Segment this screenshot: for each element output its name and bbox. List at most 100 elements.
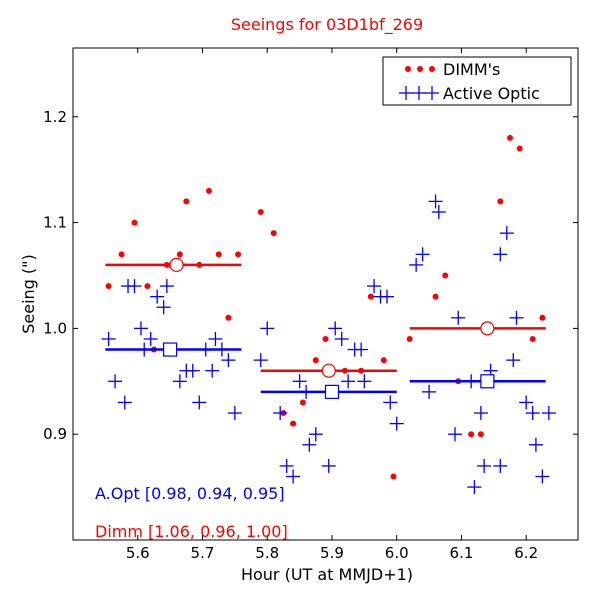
dimm-point-29 <box>468 431 475 438</box>
x-tick-label: 5.9 <box>320 544 344 562</box>
x-tick-label: 6.0 <box>385 544 409 562</box>
aopt-point-61 <box>528 437 543 452</box>
aopt-point-22 <box>260 321 275 336</box>
aopt-point-16 <box>205 363 220 378</box>
aopt-point-10 <box>159 279 174 294</box>
dimm-point-32 <box>507 134 514 141</box>
aopt-point-2 <box>117 395 132 410</box>
aopt-point-7 <box>143 331 158 346</box>
dimm-point-31 <box>497 198 504 205</box>
dimm-point-34 <box>529 335 536 342</box>
legend-dimm-dot-2 <box>429 66 435 72</box>
dimm-point-16 <box>290 420 297 427</box>
aopt-mean-marker-4 <box>324 384 340 399</box>
aopt-point-48 <box>451 310 466 325</box>
dimm-point-27 <box>442 272 449 279</box>
aopt-point-42 <box>409 257 424 272</box>
dimm-annotation: Dimm [1.06, 0.96, 1.00] <box>95 522 288 541</box>
legend-dimm-dot-1 <box>417 66 423 72</box>
dimm-point-0 <box>105 283 112 290</box>
legend-label-dimm: DIMM's <box>443 60 500 79</box>
dimm-point-24 <box>390 473 397 480</box>
dimm-point-19 <box>322 335 329 342</box>
aopt-point-31 <box>328 321 343 336</box>
legend-box <box>382 56 572 106</box>
x-tick-label: 5.7 <box>191 544 215 562</box>
dimm-point-12 <box>235 251 242 258</box>
x-axis-label: Hour (UT at MMJD+1) <box>241 565 413 584</box>
aopt-point-5 <box>133 321 148 336</box>
aopt-point-59 <box>519 395 534 410</box>
aopt-point-20 <box>227 406 242 421</box>
aopt-point-44 <box>422 384 437 399</box>
dimm-point-10 <box>215 251 222 258</box>
legend-aopt-plus-0 <box>399 86 413 100</box>
aopt-point-8 <box>150 289 165 304</box>
aopt-point-50 <box>467 480 482 495</box>
aopt-point-23 <box>273 406 288 421</box>
aopt-mean-marker-3 <box>163 342 178 357</box>
dimm-point-23 <box>380 357 387 364</box>
dimm-point-17 <box>299 399 306 406</box>
legend-aopt-plus-2 <box>425 86 439 100</box>
dimm-point-22 <box>367 293 374 300</box>
aopt-point-63 <box>541 406 556 421</box>
aopt-point-56 <box>499 226 514 241</box>
aopt-point-39 <box>380 289 395 304</box>
aopt-point-45 <box>428 194 443 209</box>
y-tick-label: 1.1 <box>43 214 67 232</box>
dimm-point-6 <box>176 251 183 258</box>
aopt-point-13 <box>185 363 200 378</box>
plot-marks <box>101 134 556 495</box>
aopt-point-41 <box>389 416 404 431</box>
dimm-point-13 <box>257 209 264 215</box>
aopt-point-32 <box>334 331 349 346</box>
x-tick-label: 5.6 <box>126 544 150 562</box>
dimm-point-7 <box>183 198 190 205</box>
dimm-point-14 <box>270 230 277 237</box>
aopt-point-24 <box>279 458 294 473</box>
dimm-mean-marker-0 <box>169 257 184 273</box>
y-tick-label: 1.0 <box>43 319 67 337</box>
aopt-point-36 <box>357 374 372 389</box>
dimm-point-25 <box>406 335 413 342</box>
aopt-point-11 <box>172 374 187 389</box>
y-tick-label: 1.2 <box>43 108 67 126</box>
aopt-point-28 <box>302 437 317 452</box>
legend-markers <box>399 66 439 100</box>
legend-label-aopt: Active Optic <box>443 84 540 103</box>
aopt-point-9 <box>156 300 171 315</box>
aopt-point-14 <box>192 395 207 410</box>
x-tick-label: 5.8 <box>255 544 279 562</box>
dimm-point-35 <box>539 314 546 321</box>
aopt-point-25 <box>286 469 301 484</box>
aopt-point-57 <box>506 353 521 368</box>
dimm-mean-marker-2 <box>480 321 495 336</box>
aopt-point-26 <box>292 374 307 389</box>
aopt-point-33 <box>341 374 356 389</box>
aopt-point-54 <box>493 458 508 473</box>
dimm-point-2 <box>131 219 138 226</box>
aopt-point-17 <box>208 331 223 346</box>
chart-title: Seeings for 03D1bf_269 <box>231 15 423 35</box>
aopt-point-37 <box>367 279 382 294</box>
dimm-point-30 <box>477 431 484 438</box>
dimm-mean-marker-1 <box>321 363 336 378</box>
legend: DIMM's Active Optic <box>382 56 572 106</box>
legend-aopt-plus-1 <box>412 86 426 100</box>
y-axis-label: Seeing (") <box>19 254 38 334</box>
aopt-point-46 <box>431 205 446 219</box>
dimm-point-9 <box>205 187 212 194</box>
aopt-point-1 <box>108 374 123 389</box>
dimm-point-33 <box>516 145 523 152</box>
aopt-annotation: A.Opt [0.98, 0.94, 0.95] <box>95 484 285 503</box>
dimm-point-3 <box>144 283 151 290</box>
dimm-point-1 <box>118 251 125 258</box>
aopt-point-60 <box>525 406 540 421</box>
x-tick-label: 6.1 <box>450 544 474 562</box>
y-tick-label: 0.9 <box>43 425 67 443</box>
aopt-point-21 <box>253 353 268 368</box>
dimm-point-11 <box>225 314 232 321</box>
aopt-mean-marker-5 <box>480 374 495 389</box>
